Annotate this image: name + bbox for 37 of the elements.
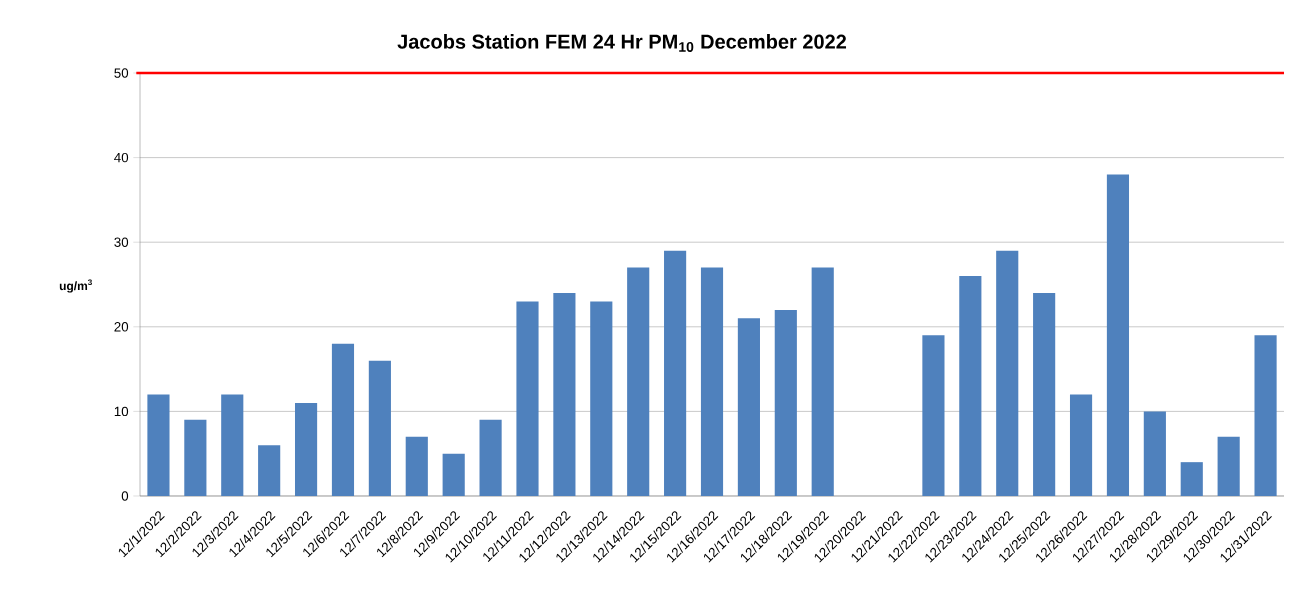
bar: [1217, 436, 1240, 496]
y-tick-label: 10: [114, 406, 129, 417]
bar: [331, 343, 355, 496]
bar: [516, 301, 539, 496]
bar: [700, 267, 724, 496]
bar: [258, 445, 281, 496]
bar: [1254, 335, 1277, 496]
bar: [627, 267, 650, 496]
bar: [1180, 462, 1203, 496]
bar: [405, 436, 428, 496]
y-tick-label: 50: [114, 68, 129, 78]
y-tick-label: 30: [114, 237, 129, 247]
y-tick-label: 0: [121, 491, 129, 501]
bar: [553, 292, 576, 496]
bar: [368, 360, 391, 496]
bar: [664, 250, 687, 496]
bar: [294, 402, 318, 496]
bar: [1143, 411, 1166, 496]
bar: [811, 267, 834, 496]
bar: [922, 335, 945, 496]
bar: [1106, 174, 1130, 496]
bar: [147, 394, 170, 496]
bar: [996, 250, 1019, 496]
chart-title: Jacobs Station FEM 24 Hr PM$_{10}$ December 2022: [397, 34, 847, 52]
bar: [221, 394, 244, 496]
bar: [959, 276, 982, 496]
bar: [442, 453, 465, 496]
bar: [590, 301, 613, 496]
y-tick-label: 40: [114, 152, 129, 163]
bar: [774, 309, 797, 496]
bar: [479, 419, 502, 496]
y-tick-label: 20: [114, 322, 129, 332]
bar: [1033, 292, 1056, 496]
bar: [737, 318, 760, 496]
y-axis-title: ug/m$^{3}$: [59, 279, 92, 293]
bar: [184, 419, 207, 496]
bar: [1069, 394, 1093, 496]
